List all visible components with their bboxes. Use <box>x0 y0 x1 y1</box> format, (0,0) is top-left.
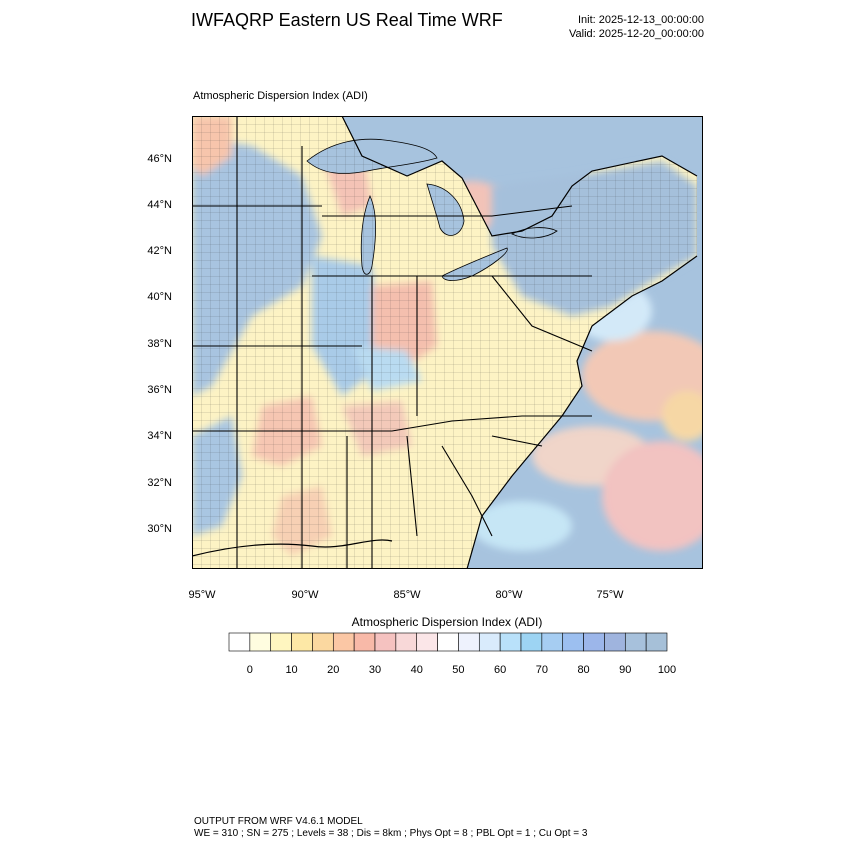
county-lines <box>192 116 697 569</box>
lat-label: 30°N <box>147 523 172 535</box>
lat-label: 42°N <box>147 245 172 257</box>
colorbar-box <box>604 632 626 652</box>
state-boundaries <box>192 116 593 569</box>
lat-label: 40°N <box>147 291 172 303</box>
plot-title: Atmospheric Dispersion Index (ADI) <box>193 90 368 102</box>
lon-label: 85°W <box>393 589 421 601</box>
colorbar-box <box>499 632 522 652</box>
colorbar-box <box>541 632 564 652</box>
colorbar-box <box>312 632 334 652</box>
colorbar-box <box>353 632 376 652</box>
colorbar-box <box>291 632 313 652</box>
colorbar-box <box>270 632 292 652</box>
init-time: Init: 2025-12-13_00:00:00 <box>578 14 704 26</box>
colorbar-box <box>228 632 251 652</box>
colorbar-box <box>249 632 272 652</box>
colorbar-box <box>458 632 480 652</box>
time-info: Init: 2025-12-13_00:00:00 Valid: 2025-12… <box>569 13 704 41</box>
lat-label: 44°N <box>147 199 172 211</box>
colorbar-tick-label: 90 <box>619 664 632 676</box>
lon-label: 80°W <box>495 589 523 601</box>
colorbar-box <box>416 632 438 652</box>
colorbar-tick-label: 60 <box>494 664 507 676</box>
lat-label: 34°N <box>147 430 172 442</box>
colorbar-box <box>374 632 397 652</box>
lon-label: 95°W <box>188 589 216 601</box>
lat-label: 36°N <box>147 384 172 396</box>
colorbar-tick-label: 40 <box>410 664 423 676</box>
colorbar-box <box>395 632 418 652</box>
lon-label: 90°W <box>291 589 319 601</box>
lat-label: 38°N <box>147 338 172 350</box>
colorbar-tick-label: 0 <box>246 664 253 676</box>
colorbar-box <box>583 632 605 652</box>
colorbar-title: Atmospheric Dispersion Index (ADI) <box>351 615 543 629</box>
map-frame <box>192 116 703 569</box>
adi-map <box>192 116 703 569</box>
lat-label: 32°N <box>147 477 172 489</box>
colorbar-box <box>332 632 355 652</box>
colorbar-tick-label: 30 <box>368 664 382 676</box>
colorbar <box>228 632 668 652</box>
colorbar-box <box>437 632 459 652</box>
colorbar-tick-label: 70 <box>535 664 548 676</box>
colorbar-tick-label: 100 <box>657 664 677 676</box>
coastline <box>192 116 698 569</box>
footer-config: WE = 310 ; SN = 275 ; Levels = 38 ; Dis … <box>194 828 588 839</box>
lat-label: 46°N <box>147 153 172 165</box>
colorbar-box <box>520 632 543 652</box>
colorbar-box <box>478 632 501 652</box>
colorbar-tick-label: 10 <box>285 664 298 676</box>
colorbar-box <box>624 632 647 652</box>
colorbar-box <box>645 632 668 652</box>
colorbar-box <box>562 632 584 652</box>
colorbar-tick-label: 20 <box>327 664 340 676</box>
footer-model: OUTPUT FROM WRF V4.6.1 MODEL <box>194 816 363 827</box>
colorbar-tick-label: 50 <box>452 664 465 676</box>
valid-time: Valid: 2025-12-20_00:00:00 <box>569 28 704 40</box>
lon-label: 75°W <box>596 589 624 601</box>
colorbar-tick-label: 80 <box>577 664 590 676</box>
main-title: IWFAQRP Eastern US Real Time WRF <box>191 10 503 30</box>
